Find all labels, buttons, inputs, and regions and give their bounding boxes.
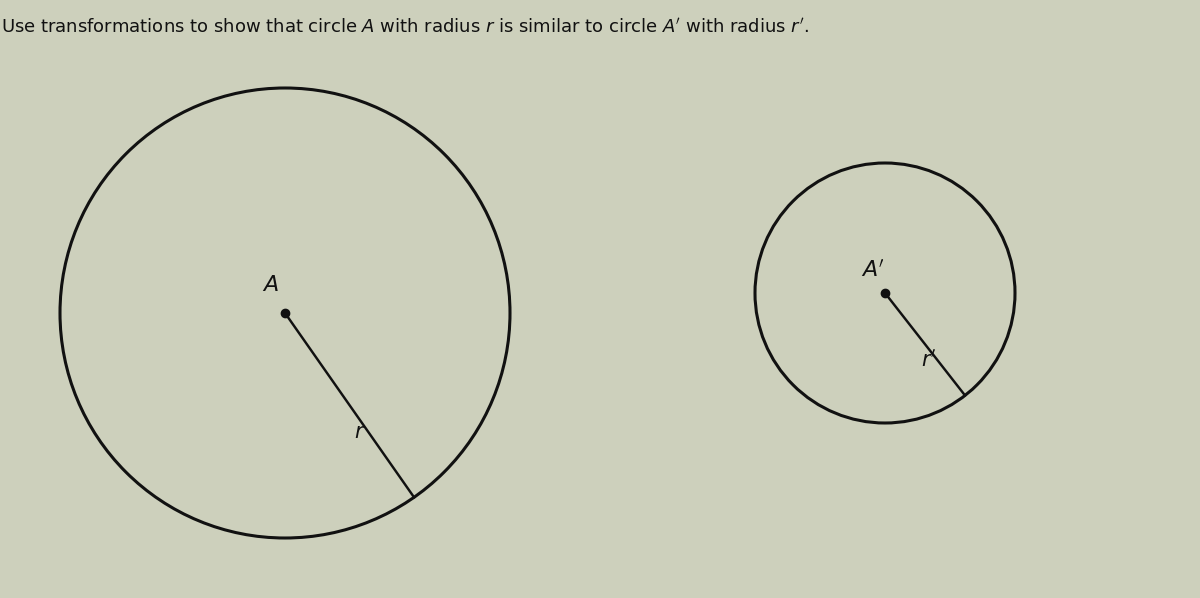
Text: $A'$: $A'$ bbox=[860, 260, 886, 282]
Text: $r'$: $r'$ bbox=[920, 349, 936, 371]
Text: $A$: $A$ bbox=[262, 274, 278, 296]
Text: $r$: $r$ bbox=[354, 423, 366, 442]
Text: Use transformations to show that circle $\mathit{A}$ with radius $\mathit{r}$ is: Use transformations to show that circle … bbox=[1, 18, 809, 37]
